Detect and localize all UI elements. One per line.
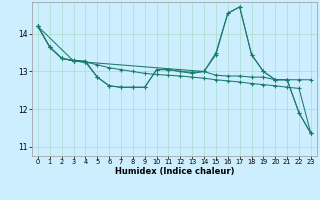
X-axis label: Humidex (Indice chaleur): Humidex (Indice chaleur) xyxy=(115,167,234,176)
